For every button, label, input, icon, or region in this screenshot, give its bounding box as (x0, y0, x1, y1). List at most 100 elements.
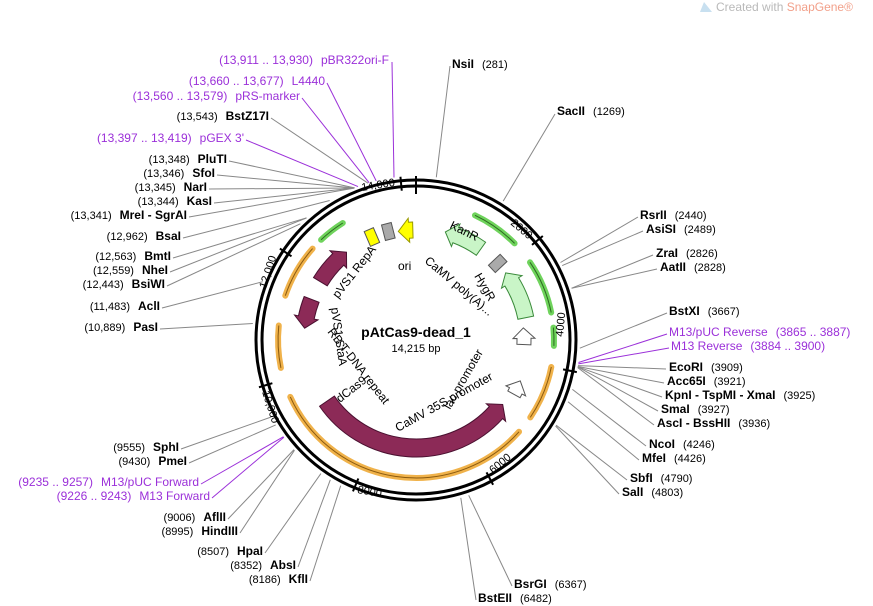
primer-m13-puc-reverse[interactable]: M13/pUC Reverse (3865 .. 3887) (669, 325, 850, 339)
primer-pbr322ori-f[interactable]: (13,911 .. 13,930) pBR322ori-F (219, 53, 389, 67)
enzyme-ecori[interactable]: EcoRI (3909) (669, 360, 743, 374)
primer-m13-puc-forward[interactable]: (9235 .. 9257) M13/pUC Forward (18, 475, 199, 489)
leader-line-20 (264, 473, 322, 554)
yellow-box-feature (363, 227, 381, 248)
primer-m13-reverse[interactable]: M13 Reverse (3884 .. 3900) (671, 339, 825, 353)
leader-line-15 (555, 425, 620, 495)
enzyme-mrei-sgrai[interactable]: (13,341) MreI - SgrAI (71, 208, 187, 222)
grey-box-feature (380, 221, 396, 242)
leader-line-21 (239, 449, 295, 534)
leader-line-16 (468, 495, 513, 587)
tick-label-12000: 12,000 (257, 254, 279, 290)
leader-line-26 (161, 281, 263, 309)
tick-mark-14000 (399, 176, 403, 191)
leader-line-22 (227, 449, 295, 520)
leader-line-37 (391, 61, 395, 178)
leader-line-2 (560, 216, 639, 263)
enzyme-bmti[interactable]: (12,563) BmtI (95, 249, 171, 263)
leader-line-3 (562, 230, 644, 267)
ori-arrow (397, 216, 414, 244)
feature-label-dcas9[interactable]: dCas9 (333, 373, 369, 406)
leader-line-33 (208, 187, 355, 190)
enzyme-asci-bsshii[interactable]: AscI - BssHII (3936) (657, 416, 770, 430)
leader-line-6 (579, 312, 668, 349)
enzyme-bsteii[interactable]: BstEII (6482) (478, 591, 552, 605)
primer-l4440[interactable]: (13,660 .. 13,677) L4440 (189, 74, 325, 88)
primer-pgex3[interactable]: (13,397 .. 13,419) pGEX 3' (97, 131, 244, 145)
enzyme-pmei[interactable]: (9430) PmeI (119, 454, 187, 468)
enzyme-kfli[interactable]: (8186) KflI (249, 572, 308, 586)
enzyme-nsii[interactable]: NsiI (281) (452, 57, 508, 71)
enzyme-kpni-tspmi-xmai[interactable]: KpnI - TspMI - XmaI (3925) (665, 388, 815, 402)
watermark-prefix: Created with (716, 0, 783, 14)
orange-arc-3 (527, 364, 555, 421)
leader-line-8 (577, 366, 665, 384)
tick-mark-10000 (258, 382, 273, 389)
enzyme-pluti[interactable]: (13,348) PluTI (149, 152, 227, 166)
leader-line-34 (216, 174, 355, 189)
enzyme-bstxi[interactable]: BstXI (3667) (669, 304, 739, 318)
tick-mark-2000 (531, 235, 544, 246)
leader-line-5 (571, 268, 658, 289)
enzyme-aatii[interactable]: AatII (2828) (660, 260, 726, 274)
enzyme-bsai[interactable]: (12,962) BsaI (107, 229, 181, 243)
tick-label-4000: 4000 (554, 312, 568, 337)
leader-line-25 (159, 323, 253, 330)
leader-line-0 (435, 65, 451, 178)
green-arc-1 (527, 259, 555, 316)
enzyme-pasi[interactable]: (10,889) PasI (84, 320, 158, 334)
watermark-brand: SnapGene (787, 0, 845, 14)
enzyme-aflii[interactable]: (9006) AflII (164, 510, 226, 524)
enzyme-sacii[interactable]: SacII (1269) (557, 104, 625, 118)
enzyme-mfei[interactable]: MfeI (4426) (642, 451, 706, 465)
green-arc-core-2 (552, 327, 555, 346)
tick-mark-12000 (279, 247, 293, 258)
enzyme-kasi[interactable]: (13,344) KasI (138, 194, 212, 208)
pvs1-repa-arrow (312, 250, 348, 287)
enzyme-hindiii[interactable]: (8995) HindIII (162, 524, 238, 538)
enzyme-zrai[interactable]: ZraI (2826) (656, 246, 718, 260)
enzyme-sphi[interactable]: (9555) SphI (113, 440, 179, 454)
enzyme-sbfi[interactable]: SbfI (4790) (630, 471, 692, 485)
primer-labels: (13,911 .. 13,930) pBR322ori-F (13,660 ..… (18, 53, 850, 503)
dcas9-feature-arrow (318, 395, 507, 458)
enzyme-bsiwi[interactable]: (12,443) BsiWI (83, 277, 165, 291)
primer-prs-marker[interactable]: (13,560 .. 13,579) pRS-marker (133, 89, 300, 103)
tick-mark-6000 (485, 471, 494, 486)
primer-m13-forward[interactable]: (9226 .. 9243) M13 Forward (57, 489, 210, 503)
leader-line-36 (270, 117, 369, 184)
enzyme-bsrgi[interactable]: BsrGI (6367) (514, 577, 586, 591)
hygr-arrow (500, 272, 535, 320)
enzyme-sali[interactable]: SalI (4803) (622, 485, 683, 499)
leader-line-35 (228, 160, 355, 189)
leader-line-30 (182, 200, 330, 239)
enzyme-nari[interactable]: (13,345) NarI (135, 180, 207, 194)
enzyme-nhei[interactable]: (12,559) NheI (93, 263, 168, 277)
leader-line-42 (578, 347, 670, 365)
leader-line-17 (460, 497, 477, 601)
snapgene-watermark: Created with SnapGene® (700, 0, 853, 14)
leader-line-10 (577, 366, 659, 412)
leader-line-29 (172, 217, 307, 259)
leader-line-24 (180, 416, 272, 450)
tick-label-14000: 14,000 (361, 177, 396, 194)
leader-line-4 (571, 254, 654, 289)
tick-mark-4000 (562, 368, 578, 374)
enzyme-acc65i[interactable]: Acc65I (3921) (667, 374, 746, 388)
enzyme-labels: NsiI (281) SacII (1269) RsrII (2440) AsiSI(… (71, 57, 816, 605)
enzyme-absi[interactable]: (8352) AbsI (230, 558, 296, 572)
feature-label-ori[interactable]: ori (398, 259, 411, 273)
tick-label-8000: 8000 (356, 484, 382, 500)
leader-line-1 (502, 113, 556, 202)
enzyme-bstz17i[interactable]: (13,543) BstZ17I (177, 109, 269, 123)
enzyme-asisi[interactable]: AsiSI (2489) (646, 222, 716, 236)
enzyme-smai[interactable]: SmaI (3927) (661, 402, 729, 416)
promoter-white-arrow-2 (504, 380, 527, 399)
enzyme-rsrii[interactable]: RsrII (2440) (640, 208, 706, 222)
enzyme-hpai[interactable]: (8507) HpaI (197, 544, 263, 558)
enzyme-acli[interactable]: (11,483) AclI (90, 299, 160, 313)
leader-line-12 (572, 389, 647, 447)
enzyme-ncoi[interactable]: NcoI (4246) (649, 437, 715, 451)
leader-line-19 (297, 479, 331, 568)
enzyme-sfoi[interactable]: (13,346) SfoI (143, 166, 215, 180)
